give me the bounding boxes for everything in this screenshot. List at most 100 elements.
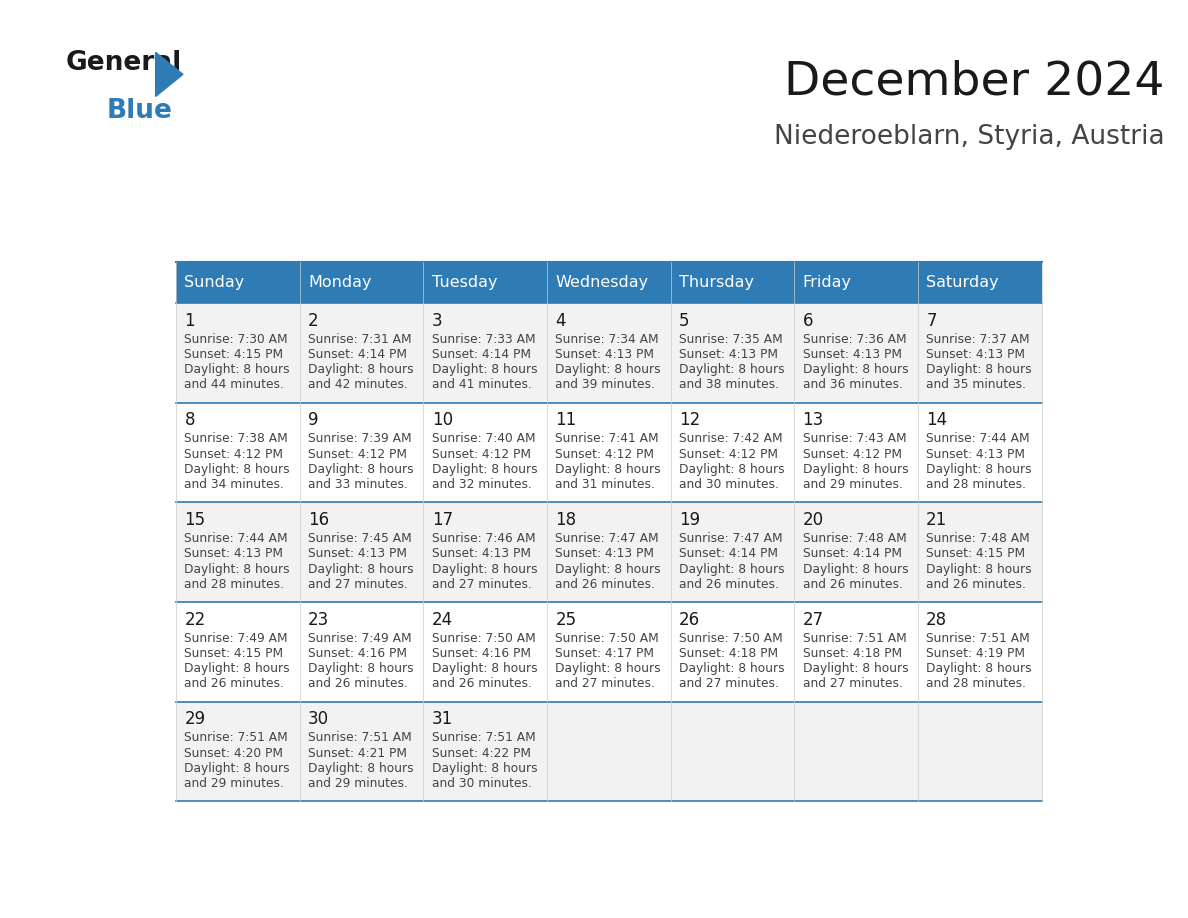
Bar (423, 403, 546, 502)
Text: 4: 4 (555, 311, 565, 330)
Text: General: General (65, 50, 182, 76)
Text: Sunrise: 7:37 AM: Sunrise: 7:37 AM (927, 333, 1030, 346)
Text: Monday: Monday (308, 275, 372, 290)
Text: Friday: Friday (803, 275, 852, 290)
Text: Sunrise: 7:45 AM: Sunrise: 7:45 AM (308, 532, 412, 545)
Text: 8: 8 (184, 411, 195, 430)
Bar (795, 303, 918, 403)
Text: 2: 2 (308, 311, 318, 330)
Text: and 28 minutes.: and 28 minutes. (927, 478, 1026, 491)
Text: Daylight: 8 hours: Daylight: 8 hours (680, 662, 784, 676)
Text: 3: 3 (431, 311, 442, 330)
Bar (423, 303, 546, 403)
Text: Sunrise: 7:33 AM: Sunrise: 7:33 AM (431, 333, 536, 346)
Text: Sunrise: 7:47 AM: Sunrise: 7:47 AM (680, 532, 783, 545)
Text: Sunset: 4:13 PM: Sunset: 4:13 PM (184, 547, 284, 560)
Text: Daylight: 8 hours: Daylight: 8 hours (803, 662, 908, 676)
Text: Wednesday: Wednesday (555, 275, 649, 290)
Text: Daylight: 8 hours: Daylight: 8 hours (184, 762, 290, 775)
Text: Daylight: 8 hours: Daylight: 8 hours (555, 364, 661, 376)
Text: and 31 minutes.: and 31 minutes. (555, 478, 656, 491)
Text: Sunrise: 7:42 AM: Sunrise: 7:42 AM (680, 432, 783, 445)
Text: Sunset: 4:15 PM: Sunset: 4:15 PM (927, 547, 1025, 560)
Text: Daylight: 8 hours: Daylight: 8 hours (184, 662, 290, 676)
Text: Sunrise: 7:41 AM: Sunrise: 7:41 AM (555, 432, 659, 445)
Bar (546, 263, 671, 303)
Text: Sunrise: 7:46 AM: Sunrise: 7:46 AM (431, 532, 536, 545)
Text: Sunrise: 7:50 AM: Sunrise: 7:50 AM (680, 632, 783, 644)
Bar (795, 602, 918, 701)
Text: Sunrise: 7:51 AM: Sunrise: 7:51 AM (927, 632, 1030, 644)
Bar (423, 502, 546, 602)
Text: and 33 minutes.: and 33 minutes. (308, 478, 407, 491)
Text: Sunrise: 7:51 AM: Sunrise: 7:51 AM (308, 732, 412, 744)
Text: Sunrise: 7:47 AM: Sunrise: 7:47 AM (555, 532, 659, 545)
Text: Daylight: 8 hours: Daylight: 8 hours (431, 762, 537, 775)
Text: 27: 27 (803, 610, 823, 629)
Text: 6: 6 (803, 311, 813, 330)
Text: Daylight: 8 hours: Daylight: 8 hours (680, 463, 784, 476)
Text: Daylight: 8 hours: Daylight: 8 hours (431, 662, 537, 676)
Text: Daylight: 8 hours: Daylight: 8 hours (803, 463, 908, 476)
Text: Sunset: 4:17 PM: Sunset: 4:17 PM (555, 647, 655, 660)
Text: and 26 minutes.: and 26 minutes. (184, 677, 284, 690)
Text: and 27 minutes.: and 27 minutes. (803, 677, 903, 690)
Text: Sunset: 4:15 PM: Sunset: 4:15 PM (184, 348, 284, 361)
Text: Sunset: 4:12 PM: Sunset: 4:12 PM (184, 448, 284, 461)
Text: and 28 minutes.: and 28 minutes. (184, 577, 284, 591)
Text: Sunset: 4:14 PM: Sunset: 4:14 PM (431, 348, 531, 361)
Text: 23: 23 (308, 610, 329, 629)
Text: Daylight: 8 hours: Daylight: 8 hours (308, 463, 413, 476)
Text: and 26 minutes.: and 26 minutes. (680, 577, 779, 591)
Text: Daylight: 8 hours: Daylight: 8 hours (555, 463, 661, 476)
Text: 11: 11 (555, 411, 576, 430)
Text: Sunrise: 7:31 AM: Sunrise: 7:31 AM (308, 333, 412, 346)
Text: Daylight: 8 hours: Daylight: 8 hours (308, 563, 413, 576)
Bar (423, 602, 546, 701)
Text: Sunrise: 7:38 AM: Sunrise: 7:38 AM (184, 432, 289, 445)
Text: 30: 30 (308, 711, 329, 728)
Bar (918, 502, 1042, 602)
Text: Tuesday: Tuesday (431, 275, 498, 290)
Text: Daylight: 8 hours: Daylight: 8 hours (803, 364, 908, 376)
Text: 25: 25 (555, 610, 576, 629)
Text: 10: 10 (431, 411, 453, 430)
Text: 19: 19 (680, 511, 700, 529)
Text: Sunrise: 7:48 AM: Sunrise: 7:48 AM (927, 532, 1030, 545)
Text: 7: 7 (927, 311, 936, 330)
Bar (299, 263, 423, 303)
Bar (176, 502, 299, 602)
Text: Sunset: 4:22 PM: Sunset: 4:22 PM (431, 746, 531, 760)
Text: Daylight: 8 hours: Daylight: 8 hours (308, 662, 413, 676)
Text: and 26 minutes.: and 26 minutes. (431, 677, 531, 690)
Text: Sunset: 4:12 PM: Sunset: 4:12 PM (803, 448, 902, 461)
Bar (795, 263, 918, 303)
Text: 18: 18 (555, 511, 576, 529)
Bar (918, 303, 1042, 403)
Text: Sunset: 4:13 PM: Sunset: 4:13 PM (680, 348, 778, 361)
Text: Sunrise: 7:44 AM: Sunrise: 7:44 AM (184, 532, 287, 545)
Text: Sunset: 4:15 PM: Sunset: 4:15 PM (184, 647, 284, 660)
Text: Sunrise: 7:40 AM: Sunrise: 7:40 AM (431, 432, 536, 445)
Text: Daylight: 8 hours: Daylight: 8 hours (308, 762, 413, 775)
Text: Sunrise: 7:50 AM: Sunrise: 7:50 AM (555, 632, 659, 644)
Text: Sunset: 4:13 PM: Sunset: 4:13 PM (555, 547, 655, 560)
Text: Sunset: 4:16 PM: Sunset: 4:16 PM (431, 647, 531, 660)
Text: Sunset: 4:12 PM: Sunset: 4:12 PM (308, 448, 407, 461)
Text: 21: 21 (927, 511, 948, 529)
Bar (423, 701, 546, 801)
Text: Daylight: 8 hours: Daylight: 8 hours (680, 364, 784, 376)
Text: and 36 minutes.: and 36 minutes. (803, 378, 903, 391)
Text: and 27 minutes.: and 27 minutes. (431, 577, 531, 591)
Text: 12: 12 (680, 411, 700, 430)
Text: Sunrise: 7:39 AM: Sunrise: 7:39 AM (308, 432, 412, 445)
Text: Daylight: 8 hours: Daylight: 8 hours (184, 563, 290, 576)
Bar (176, 602, 299, 701)
Text: and 29 minutes.: and 29 minutes. (184, 777, 284, 790)
Text: and 30 minutes.: and 30 minutes. (431, 777, 531, 790)
Text: and 26 minutes.: and 26 minutes. (555, 577, 656, 591)
Text: and 39 minutes.: and 39 minutes. (555, 378, 656, 391)
Text: and 38 minutes.: and 38 minutes. (680, 378, 779, 391)
Text: Daylight: 8 hours: Daylight: 8 hours (927, 463, 1032, 476)
Text: and 27 minutes.: and 27 minutes. (680, 677, 779, 690)
